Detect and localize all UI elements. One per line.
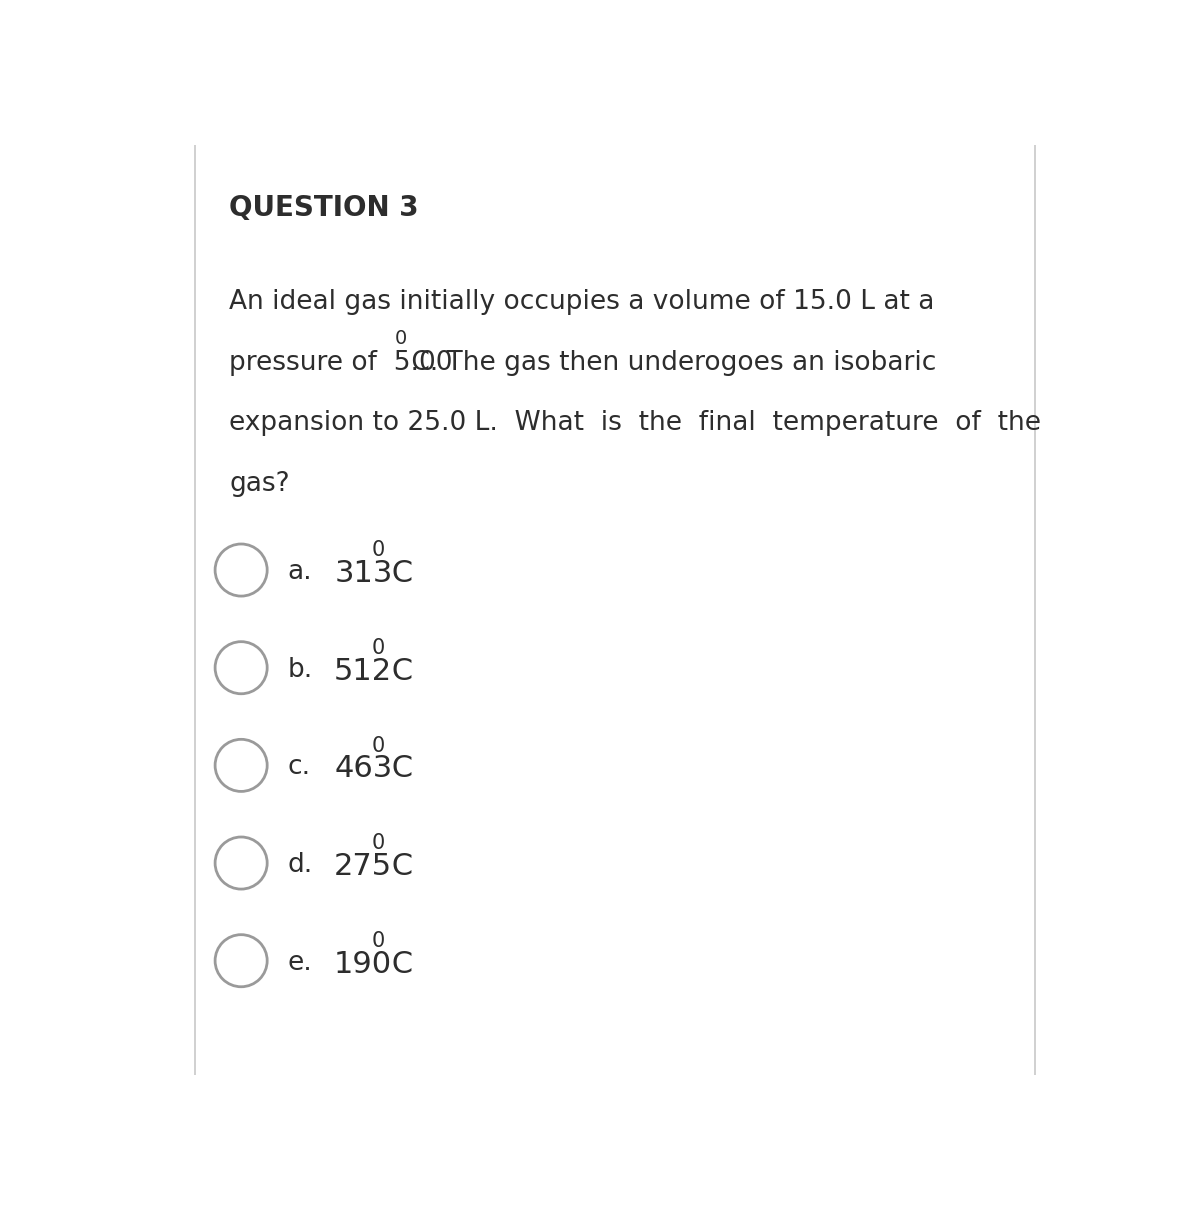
Text: 0: 0 — [371, 638, 384, 658]
Text: gas?: gas? — [229, 470, 289, 496]
Text: QUESTION 3: QUESTION 3 — [229, 194, 419, 222]
Text: C: C — [383, 657, 414, 686]
Text: b.: b. — [288, 657, 313, 683]
Text: 0: 0 — [395, 329, 407, 348]
Text: C: C — [383, 949, 414, 978]
Text: c.: c. — [288, 754, 311, 780]
Text: 0: 0 — [371, 931, 384, 951]
Text: 313: 313 — [334, 559, 392, 588]
Text: d.: d. — [288, 852, 313, 878]
Text: e.: e. — [288, 949, 312, 976]
Text: a.: a. — [288, 559, 312, 585]
Text: 463: 463 — [334, 754, 392, 783]
Text: 0: 0 — [371, 540, 384, 561]
Text: 0: 0 — [371, 834, 384, 853]
Text: expansion to 25.0 L.  What  is  the  final  temperature  of  the: expansion to 25.0 L. What is the final t… — [229, 410, 1042, 436]
Text: C. The gas then underogoes an isobaric: C. The gas then underogoes an isobaric — [403, 349, 936, 376]
Text: C: C — [383, 852, 414, 881]
Text: C: C — [383, 559, 414, 588]
Text: 512: 512 — [334, 657, 392, 686]
Text: 190: 190 — [334, 949, 392, 978]
Text: 0: 0 — [371, 736, 384, 756]
Text: 275: 275 — [334, 852, 392, 881]
Text: C: C — [383, 754, 414, 783]
Text: pressure of  5.00: pressure of 5.00 — [229, 349, 452, 376]
Text: An ideal gas initially occupies a volume of 15.0 L at a: An ideal gas initially occupies a volume… — [229, 289, 935, 315]
